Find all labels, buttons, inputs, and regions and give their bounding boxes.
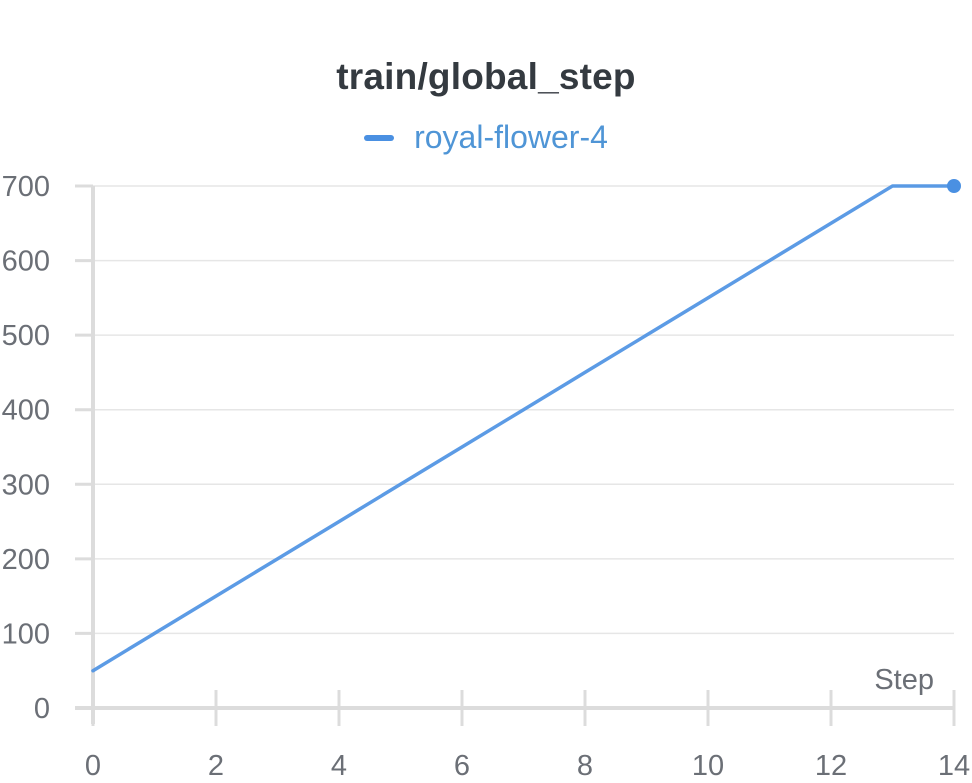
x-tick-label: 8 <box>577 750 593 782</box>
y-tick-label: 700 <box>2 171 50 203</box>
legend-label: royal-flower-4 <box>414 119 608 155</box>
y-tick-labels: 0 100 200 300 400 500 600 700 <box>2 171 50 725</box>
y-tick-label: 100 <box>2 618 50 650</box>
x-tick-label: 6 <box>454 750 470 782</box>
chart-title: train/global_step <box>336 56 636 97</box>
x-tick-label: 4 <box>331 750 347 782</box>
y-tick-label: 600 <box>2 246 50 278</box>
y-tick-label: 0 <box>34 693 50 725</box>
legend[interactable]: royal-flower-4 <box>0 119 972 156</box>
y-tick-label: 400 <box>2 395 50 427</box>
x-tick-labels: 0 2 4 6 8 10 12 14 <box>85 750 970 782</box>
x-tick-label: 2 <box>208 750 224 782</box>
legend-swatch <box>364 134 395 141</box>
y-tick-label: 300 <box>2 469 50 501</box>
x-tick-label: 12 <box>815 750 847 782</box>
y-tick-label: 200 <box>2 544 50 576</box>
x-tick-label: 10 <box>692 750 724 782</box>
series-end-point <box>947 179 961 193</box>
x-tick-label: 0 <box>85 750 101 782</box>
series-layer <box>91 179 961 673</box>
axes <box>75 184 956 726</box>
x-tick-label: 14 <box>938 750 970 782</box>
x-axis-label: Step <box>874 664 934 696</box>
series-line <box>91 184 956 673</box>
y-tick-label: 500 <box>2 320 50 352</box>
